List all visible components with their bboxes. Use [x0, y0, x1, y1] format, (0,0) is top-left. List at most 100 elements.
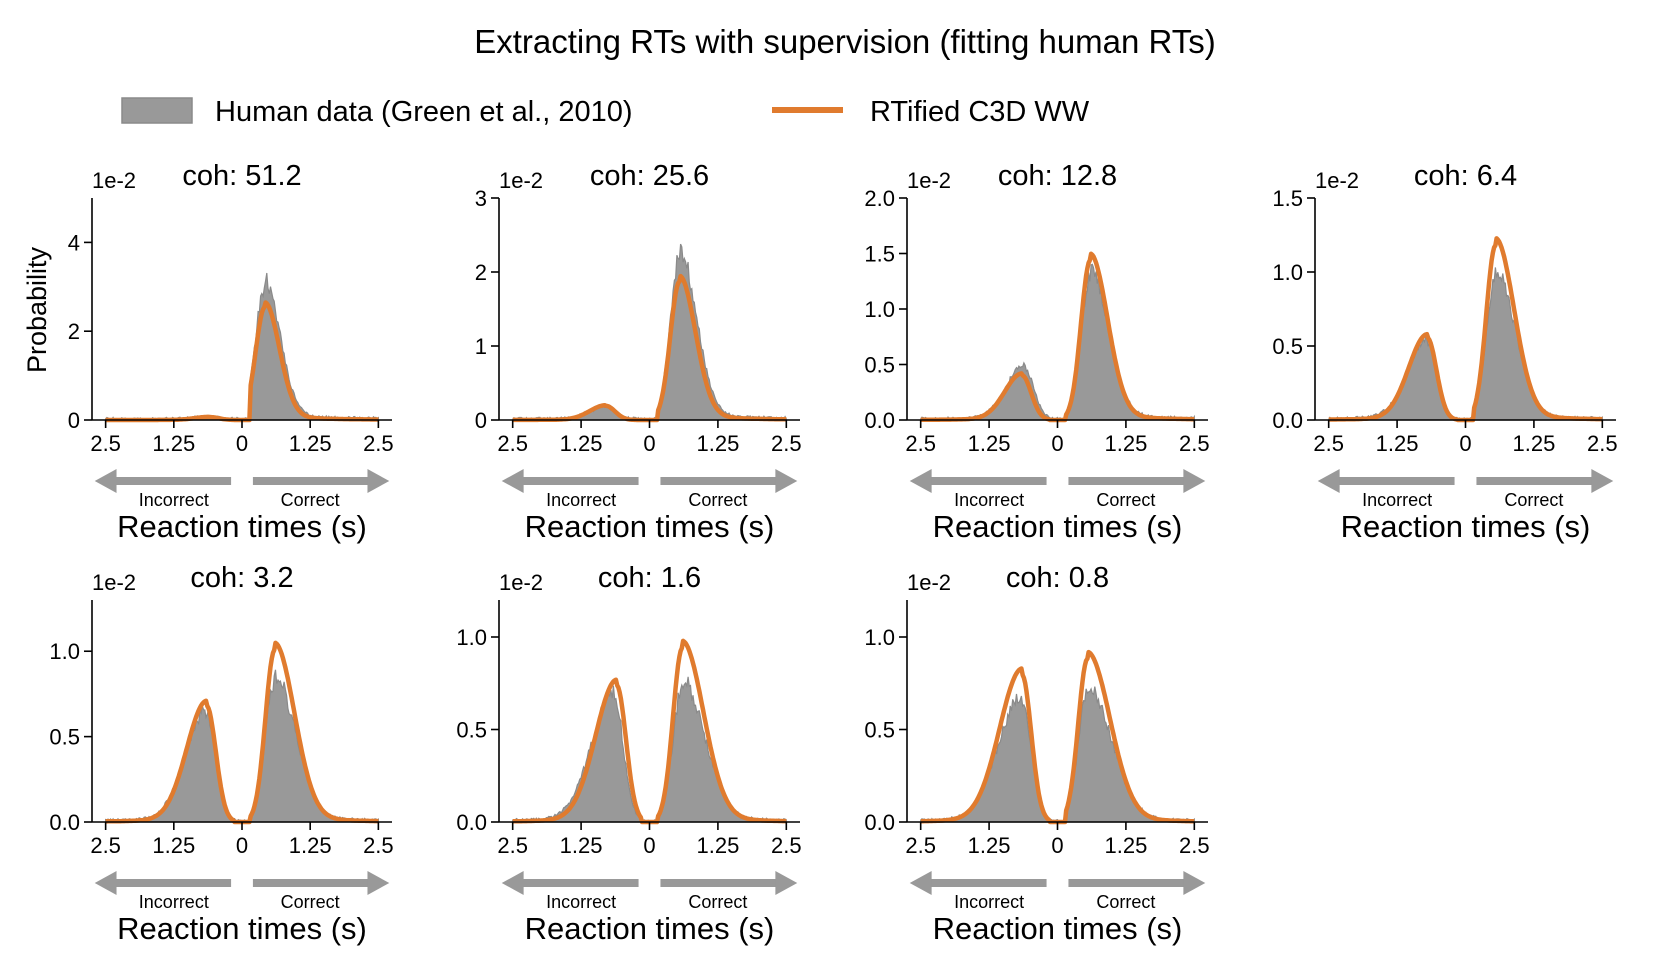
- x-tick-label: 1.25: [560, 833, 603, 858]
- x-axis-label: Reaction times (s): [525, 911, 775, 946]
- panel-title: coh: 51.2: [182, 160, 301, 192]
- correct-arrow-head: [775, 871, 798, 895]
- y-tick-label: 0.0: [864, 408, 895, 433]
- legend-human-label: Human data (Green et al., 2010): [215, 96, 633, 128]
- x-tick-label: 1.25: [289, 431, 332, 456]
- x-tick-label: 1.25: [152, 833, 195, 858]
- scale-label: 1e-2: [92, 168, 136, 193]
- correct-arrow: [1068, 871, 1206, 895]
- panel-title: coh: 12.8: [998, 160, 1117, 192]
- x-tick-label: 1.25: [968, 833, 1011, 858]
- model-curve: [104, 300, 380, 423]
- x-tick-label: 2.5: [771, 431, 802, 456]
- correct-arrow-head: [367, 871, 390, 895]
- human-data-area: [104, 272, 380, 421]
- correct-label: Correct: [688, 892, 747, 912]
- human-data-area: [512, 676, 787, 823]
- y-tick-label: 0.0: [1272, 408, 1303, 433]
- panel-coh-51.2: coh: 51.2 1e-2 0 2 4 2.5 1.25 0 1.25 2.5 Incorrect…: [68, 160, 394, 544]
- panel-coh-0.8: coh: 0.8 1e-2 0.0 0.5 1.0 2.5 1.25 0 1.25 2.5 Inco…: [864, 562, 1209, 946]
- incorrect-arrow-head: [909, 469, 932, 493]
- y-tick-label: 1.0: [864, 297, 895, 322]
- y-tick-label: 1.0: [864, 625, 895, 650]
- y-tick-label: 1: [475, 334, 487, 359]
- y-tick-label: 0.5: [864, 353, 895, 378]
- human-data-area: [920, 263, 1195, 422]
- x-tick-label: 0: [236, 431, 248, 456]
- x-axis-label: Reaction times (s): [933, 509, 1183, 544]
- correct-arrow-head: [367, 469, 390, 493]
- scale-label: 1e-2: [907, 168, 951, 193]
- panel-title: coh: 25.6: [590, 160, 709, 192]
- panel-coh-3.2: coh: 3.2 1e-2 0.0 0.5 1.0 2.5 1.25 0 1.25 2.5 Inco…: [49, 562, 393, 946]
- incorrect-arrow: [94, 469, 232, 493]
- x-tick-label: 1.25: [1104, 833, 1147, 858]
- scale-label: 1e-2: [499, 570, 543, 595]
- x-axis-label: Reaction times (s): [1341, 509, 1591, 544]
- correct-arrow: [1476, 469, 1614, 493]
- incorrect-arrow-head: [909, 871, 932, 895]
- incorrect-arrow: [909, 871, 1047, 895]
- y-tick-label: 2: [475, 260, 487, 285]
- x-tick-label: 1.25: [696, 833, 739, 858]
- x-tick-label: 0: [1051, 431, 1063, 456]
- human-data-area: [512, 243, 787, 422]
- x-tick-label: 2.5: [905, 431, 936, 456]
- incorrect-label: Incorrect: [546, 490, 616, 510]
- incorrect-label: Incorrect: [546, 892, 616, 912]
- correct-label: Correct: [281, 892, 340, 912]
- incorrect-label: Incorrect: [954, 892, 1024, 912]
- x-tick-label: 2.5: [497, 833, 528, 858]
- y-axis-label: Probability: [22, 246, 52, 373]
- panel-coh-25.6: coh: 25.6 1e-2 0 1 2 3 2.5 1.25 0 1.25 2.5 Incorrec…: [475, 160, 802, 544]
- x-tick-label: 2.5: [90, 431, 121, 456]
- y-tick-label: 0.0: [864, 810, 895, 835]
- x-axis-label: Reaction times (s): [933, 911, 1183, 946]
- model-curve: [511, 273, 788, 423]
- panel-title: coh: 3.2: [190, 562, 293, 594]
- scale-label: 1e-2: [92, 570, 136, 595]
- correct-arrow-head: [775, 469, 798, 493]
- legend-human-swatch: [121, 97, 193, 124]
- scale-label: 1e-2: [907, 570, 951, 595]
- y-tick-label: 0.5: [1272, 334, 1303, 359]
- x-tick-label: 2.5: [363, 431, 394, 456]
- incorrect-label: Incorrect: [139, 490, 209, 510]
- x-tick-label: 2.5: [1179, 431, 1210, 456]
- incorrect-arrow-head: [501, 871, 524, 895]
- legend-model-label: RTified C3D WW: [870, 96, 1090, 128]
- correct-arrow-head: [1183, 871, 1206, 895]
- x-axis-label: Reaction times (s): [117, 509, 367, 544]
- x-tick-label: 1.25: [968, 431, 1011, 456]
- x-tick-label: 1.25: [289, 833, 332, 858]
- x-tick-label: 0: [643, 833, 655, 858]
- correct-label: Correct: [1504, 490, 1563, 510]
- incorrect-arrow-head: [1317, 469, 1340, 493]
- y-tick-label: 0.0: [456, 810, 487, 835]
- panel-title: coh: 6.4: [1414, 160, 1517, 192]
- human-data-area: [104, 669, 380, 823]
- y-tick-label: 2.0: [864, 186, 895, 211]
- x-tick-label: 2.5: [771, 833, 802, 858]
- panel-coh-12.8: coh: 12.8 1e-2 0.0 0.5 1.0 1.5 2.0 2.5 1.25 0 1.25…: [864, 160, 1209, 544]
- correct-arrow: [252, 469, 390, 493]
- y-tick-label: 1.0: [49, 639, 80, 664]
- incorrect-arrow: [501, 469, 639, 493]
- model-curve: [919, 251, 1196, 423]
- x-tick-label: 2.5: [90, 833, 121, 858]
- scale-label: 1e-2: [1315, 168, 1359, 193]
- correct-arrow: [1068, 469, 1206, 493]
- incorrect-label: Incorrect: [1362, 490, 1432, 510]
- legend: Human data (Green et al., 2010) RTified …: [121, 96, 1090, 128]
- y-tick-label: 0.5: [864, 718, 895, 743]
- incorrect-arrow: [909, 469, 1047, 493]
- x-tick-label: 1.25: [152, 431, 195, 456]
- correct-arrow-head: [1183, 469, 1206, 493]
- panel-coh-6.4: coh: 6.4 1e-2 0.0 0.5 1.0 1.5 2.5 1.25 0 1.25 2.5 I…: [1272, 160, 1617, 544]
- incorrect-arrow: [94, 871, 232, 895]
- x-axis-label: Reaction times (s): [117, 911, 367, 946]
- incorrect-arrow: [501, 871, 639, 895]
- correct-arrow-head: [1591, 469, 1614, 493]
- y-tick-label: 4: [68, 230, 80, 255]
